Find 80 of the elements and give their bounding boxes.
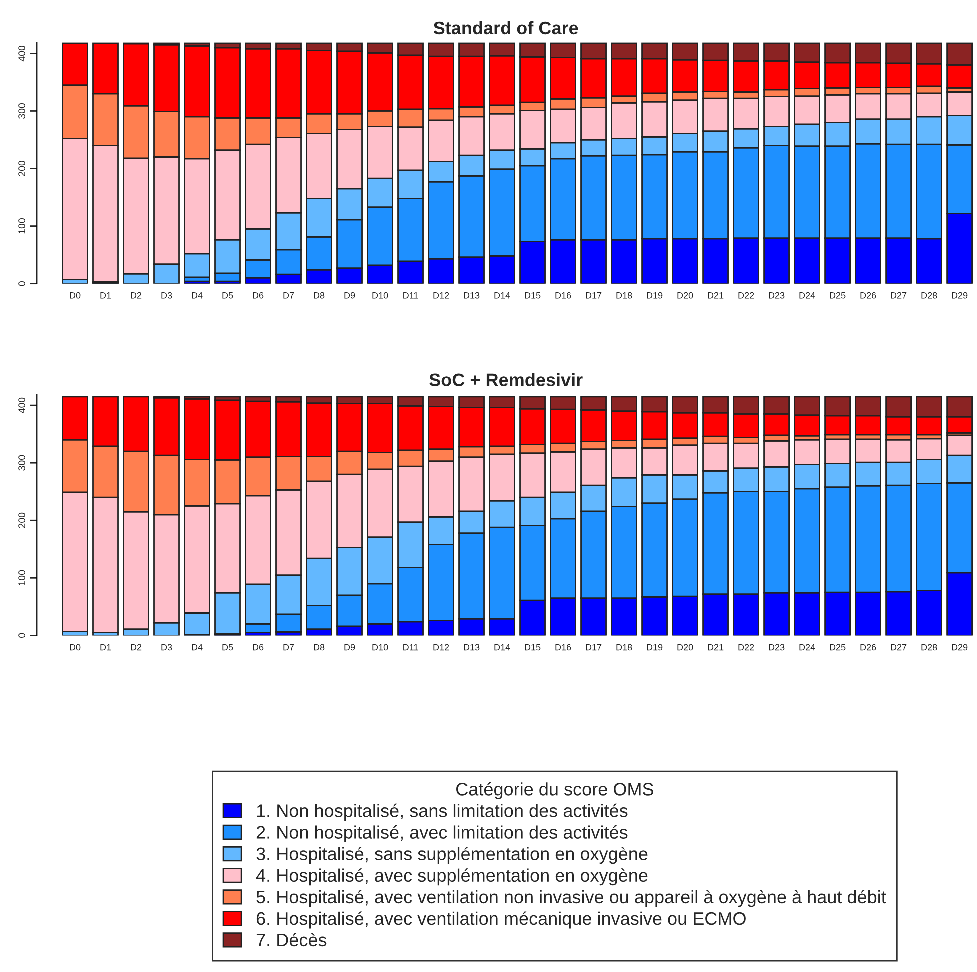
x-tick-label: D10 [372,644,388,651]
legend-label: 6. Hospitalisé, avec ventilation mécanique invasive ou ECMO [256,912,746,929]
legend-label: 5. Hospitalisé, avec ventilation non invasive ou appareil à oxygène à haut débit [256,890,886,908]
x-tick-label: D14 [494,292,510,299]
x-tick-label: D5 [222,644,234,651]
x-tick-label: D24 [800,292,816,299]
x-tick-label: D27 [891,292,907,299]
x-tick-label: D6 [253,292,264,299]
x-tick-label: D23 [769,292,785,299]
x-tick-label: D9 [344,644,356,651]
x-tick-label: D25 [830,292,846,299]
legend-label: 2. Non hospitalisé, avec limitation des activités [256,825,628,843]
legend-title: Catégorie du score OMS [456,782,654,800]
legend-label: 7. Décès [256,933,327,947]
x-tick-label: D22 [738,292,754,299]
x-tick-label: D7 [284,644,294,651]
x-tick-label: D15 [525,644,541,651]
x-tick-label: D18 [616,644,632,651]
x-tick-label: D15 [525,292,541,299]
x-tick-label: D7 [284,292,294,299]
x-tick-label: D17 [586,292,602,299]
x-tick-label: D19 [647,644,663,651]
x-tick-label: D19 [647,292,663,299]
x-tick-label: D0 [70,292,81,299]
y-tick-label: 300 [18,455,26,471]
x-tick-label: D0 [70,644,81,651]
x-tick-label: D27 [891,644,907,651]
x-tick-label: D18 [616,292,632,299]
y-tick-label: 0 [18,633,26,638]
x-tick-label: D16 [556,292,572,299]
y-tick-label: 100 [18,570,26,586]
y-tick-label: 200 [18,512,26,528]
x-tick-label: D28 [922,292,938,299]
x-tick-label: D1 [100,644,112,651]
x-tick-label: D17 [586,644,602,651]
x-tick-label: D8 [314,292,325,299]
x-tick-label: D2 [131,644,142,651]
x-tick-label: D12 [434,644,450,651]
x-tick-label: D23 [769,644,785,651]
chart-title: SoC + Remdesivir [430,373,583,386]
x-tick-label: D28 [922,644,938,651]
x-tick-label: D29 [952,644,968,651]
x-tick-label: D13 [464,644,480,651]
x-tick-label: D20 [678,644,694,651]
x-tick-label: D24 [800,644,816,651]
x-tick-label: D12 [434,292,450,299]
legend-label: 4. Hospitalisé, avec supplémentation en oxygène [256,868,648,886]
y-tick-label: 0 [18,282,26,286]
x-tick-label: D2 [131,292,142,299]
legend-label: 1. Non hospitalisé, sans limitation des activités [257,804,628,821]
x-tick-label: D4 [192,644,203,651]
x-tick-label: D3 [162,292,172,299]
x-tick-label: D26 [860,644,876,651]
x-tick-label: D8 [314,644,325,651]
x-tick-label: D25 [830,644,846,651]
x-tick-label: D21 [708,292,724,299]
x-tick-label: D11 [404,644,418,651]
legend-label: 3. Hospitalisé, sans supplémentation en oxygène [256,847,648,864]
x-tick-label: D11 [404,292,418,299]
y-tick-label: 200 [18,161,26,176]
x-tick-label: D26 [860,292,876,299]
x-tick-label: D13 [464,292,480,299]
x-tick-label: D20 [678,292,694,299]
x-tick-label: D6 [253,644,264,651]
x-tick-label: D21 [708,644,724,651]
x-tick-label: D4 [192,292,203,299]
x-tick-label: D9 [344,292,356,299]
x-tick-label: D16 [556,644,572,651]
x-tick-label: D3 [162,644,172,651]
y-tick-label: 100 [18,218,26,234]
y-tick-label: 400 [18,398,26,414]
x-tick-label: D22 [738,644,754,651]
y-tick-label: 400 [18,46,26,62]
x-tick-label: D10 [372,292,388,299]
x-tick-label: D14 [494,644,510,651]
chart-title: Standard of Care [434,21,578,35]
x-tick-label: D29 [952,292,968,299]
x-tick-label: D5 [222,292,234,299]
y-tick-label: 300 [18,104,26,119]
x-tick-label: D1 [100,292,112,299]
